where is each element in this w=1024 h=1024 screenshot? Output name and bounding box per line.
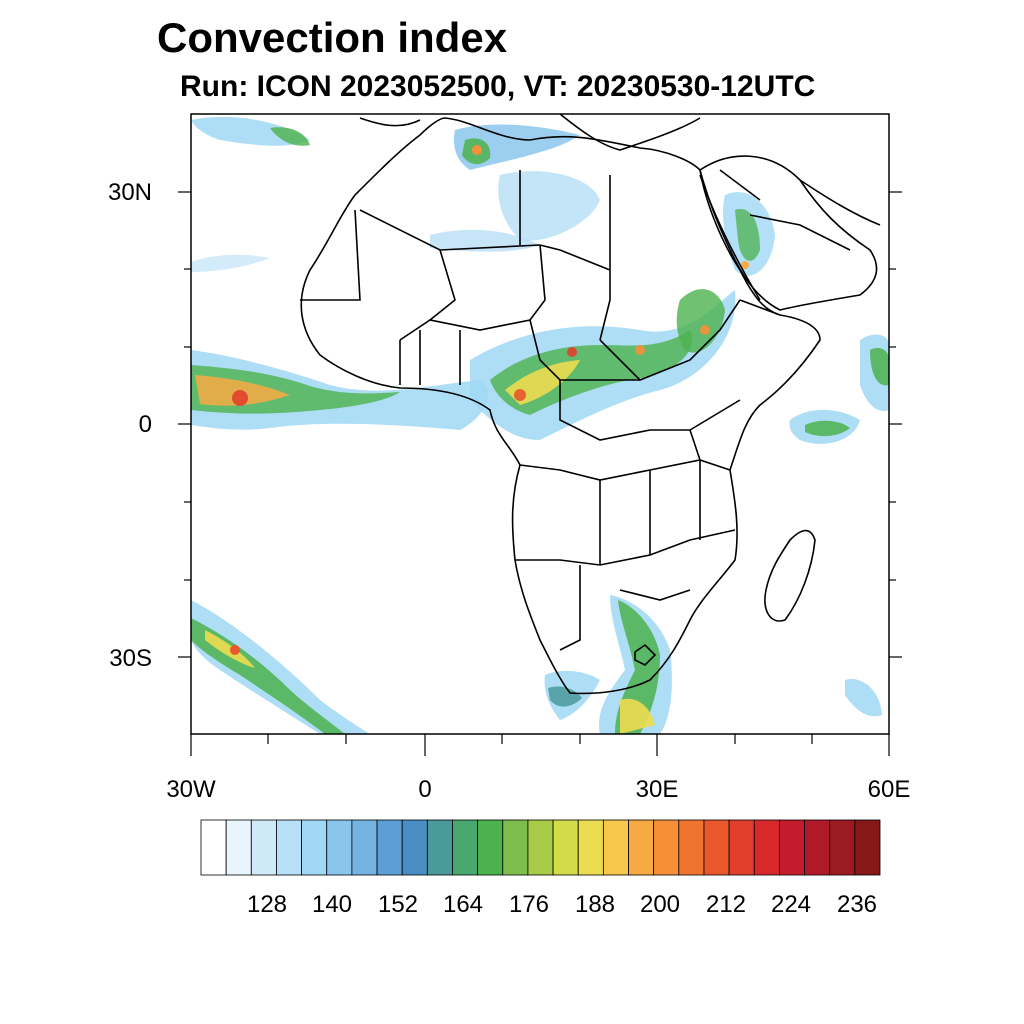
lon-labels: 30W 0 30E 60E: [166, 776, 910, 803]
colorbar-swatch: [829, 819, 856, 876]
border-4: [399, 244, 546, 341]
colorbar-labels: 128 140 152 164 176 188 200 212 224 236: [247, 891, 877, 918]
border-1: [300, 209, 361, 301]
border-11: [515, 529, 736, 566]
border-7: [599, 299, 741, 381]
lon-label-30e: 30E: [636, 776, 679, 803]
border-9: [519, 459, 731, 481]
colorbar-swatch: [753, 819, 780, 876]
colorbar-label: 236: [837, 891, 877, 918]
colorbar-swatch: [602, 819, 629, 876]
lat-label-30s: 30S: [109, 645, 152, 672]
arabia-coastline: [699, 155, 878, 311]
colorbar-swatch: [703, 819, 730, 876]
colorbar-swatch: [854, 819, 881, 876]
convection-field: [191, 116, 889, 734]
colorbar-swatch: [728, 819, 755, 876]
border-17: [689, 429, 701, 461]
plot-title: Convection index: [157, 14, 508, 61]
field-arabian-sea-core: [870, 348, 889, 386]
lat-label-0: 0: [139, 411, 152, 438]
field-arabia-core: [735, 209, 760, 261]
field-south-atlantic-hotspot: [230, 645, 240, 655]
border-10: [559, 380, 741, 441]
field-ne-atlantic: [191, 116, 310, 146]
field-se-africa-core: [620, 698, 655, 734]
colorbar-label: 164: [443, 891, 483, 918]
lon-label-30w: 30W: [166, 776, 216, 803]
colorbar-swatch: [401, 819, 428, 876]
border-19: [749, 214, 851, 251]
iberia-coastline: [359, 117, 421, 127]
colorbar-label: 152: [378, 891, 418, 918]
colorbar-label: 140: [312, 891, 352, 918]
field-sahara-plume: [498, 171, 600, 241]
field-central-africa-hotspot-3: [635, 345, 645, 355]
colorbar-swatch: [653, 819, 680, 876]
colorbar-swatch: [779, 819, 805, 876]
field-atlantic-hotspot: [232, 390, 248, 406]
field-south-atlantic-core: [205, 630, 255, 668]
lon-label-0: 0: [418, 776, 431, 803]
colorbar: [200, 819, 881, 876]
field-nw-atlantic: [191, 254, 270, 272]
field-atlantic-band-core: [195, 375, 290, 406]
lat-labels: 30N 0 30S: [108, 179, 152, 672]
border-13: [559, 565, 581, 651]
field-sw-africa-core: [548, 686, 582, 707]
colorbar-label: 188: [575, 891, 615, 918]
colorbar-swatch: [477, 819, 504, 876]
border-20: [719, 169, 761, 201]
colorbar-label: 128: [247, 891, 287, 918]
lat-ticks: [178, 191, 902, 658]
field-indian-ocean-core: [805, 420, 850, 437]
colorbar-swatch: [628, 819, 655, 876]
field-ne-atlantic-core: [270, 127, 310, 146]
persian-gulf: [799, 179, 881, 226]
colorbar-label: 212: [706, 891, 746, 918]
madagascar-coastline: [764, 529, 816, 622]
field-central-africa-hotspot-1: [514, 389, 526, 401]
colorbar-swatch: [426, 819, 453, 876]
border-18: [739, 299, 781, 316]
colorbar-label: 224: [771, 891, 811, 918]
colorbar-swatch: [326, 819, 353, 876]
colorbar-swatch: [552, 819, 579, 876]
colorbar-swatch: [200, 819, 227, 876]
europe-coastline: [559, 114, 701, 151]
border-3: [599, 175, 611, 341]
colorbar-swatch: [502, 819, 529, 876]
colorbar-swatch: [804, 819, 831, 876]
colorbar-swatch: [250, 819, 277, 876]
colorbar-swatch: [527, 819, 554, 876]
colorbar-swatch: [301, 819, 328, 876]
lon-ticks: [190, 734, 890, 756]
lon-label-60e: 60E: [868, 776, 911, 803]
colorbar-swatch: [678, 819, 705, 876]
sinai-red-sea: [699, 174, 761, 301]
colorbar-swatch: [577, 819, 604, 876]
plot-subtitle: Run: ICON 2023052500, VT: 20230530-12UTC: [180, 70, 816, 103]
colorbar-swatch: [351, 819, 378, 876]
lat-label-30n: 30N: [108, 179, 152, 206]
field-south-atlantic-outer: [191, 600, 370, 734]
lesotho: [634, 643, 657, 666]
colorbar-label: 200: [640, 891, 680, 918]
field-central-africa-hotspot-2: [567, 347, 577, 357]
africa-coastline: [300, 117, 821, 695]
colorbar-swatch: [376, 819, 403, 876]
border-5: [429, 249, 456, 321]
colorbar-swatch: [225, 819, 252, 876]
field-far-se: [845, 678, 882, 717]
coastlines-and-borders: [300, 114, 881, 695]
field-arabia-hotspot: [741, 261, 749, 269]
field-ethiopia-hotspot: [700, 325, 710, 335]
colorbar-swatch: [452, 819, 479, 876]
field-atlas-hotspot: [472, 145, 482, 155]
colorbar-label: 176: [509, 891, 549, 918]
border-14: [619, 589, 691, 601]
colorbar-swatch: [276, 819, 302, 876]
